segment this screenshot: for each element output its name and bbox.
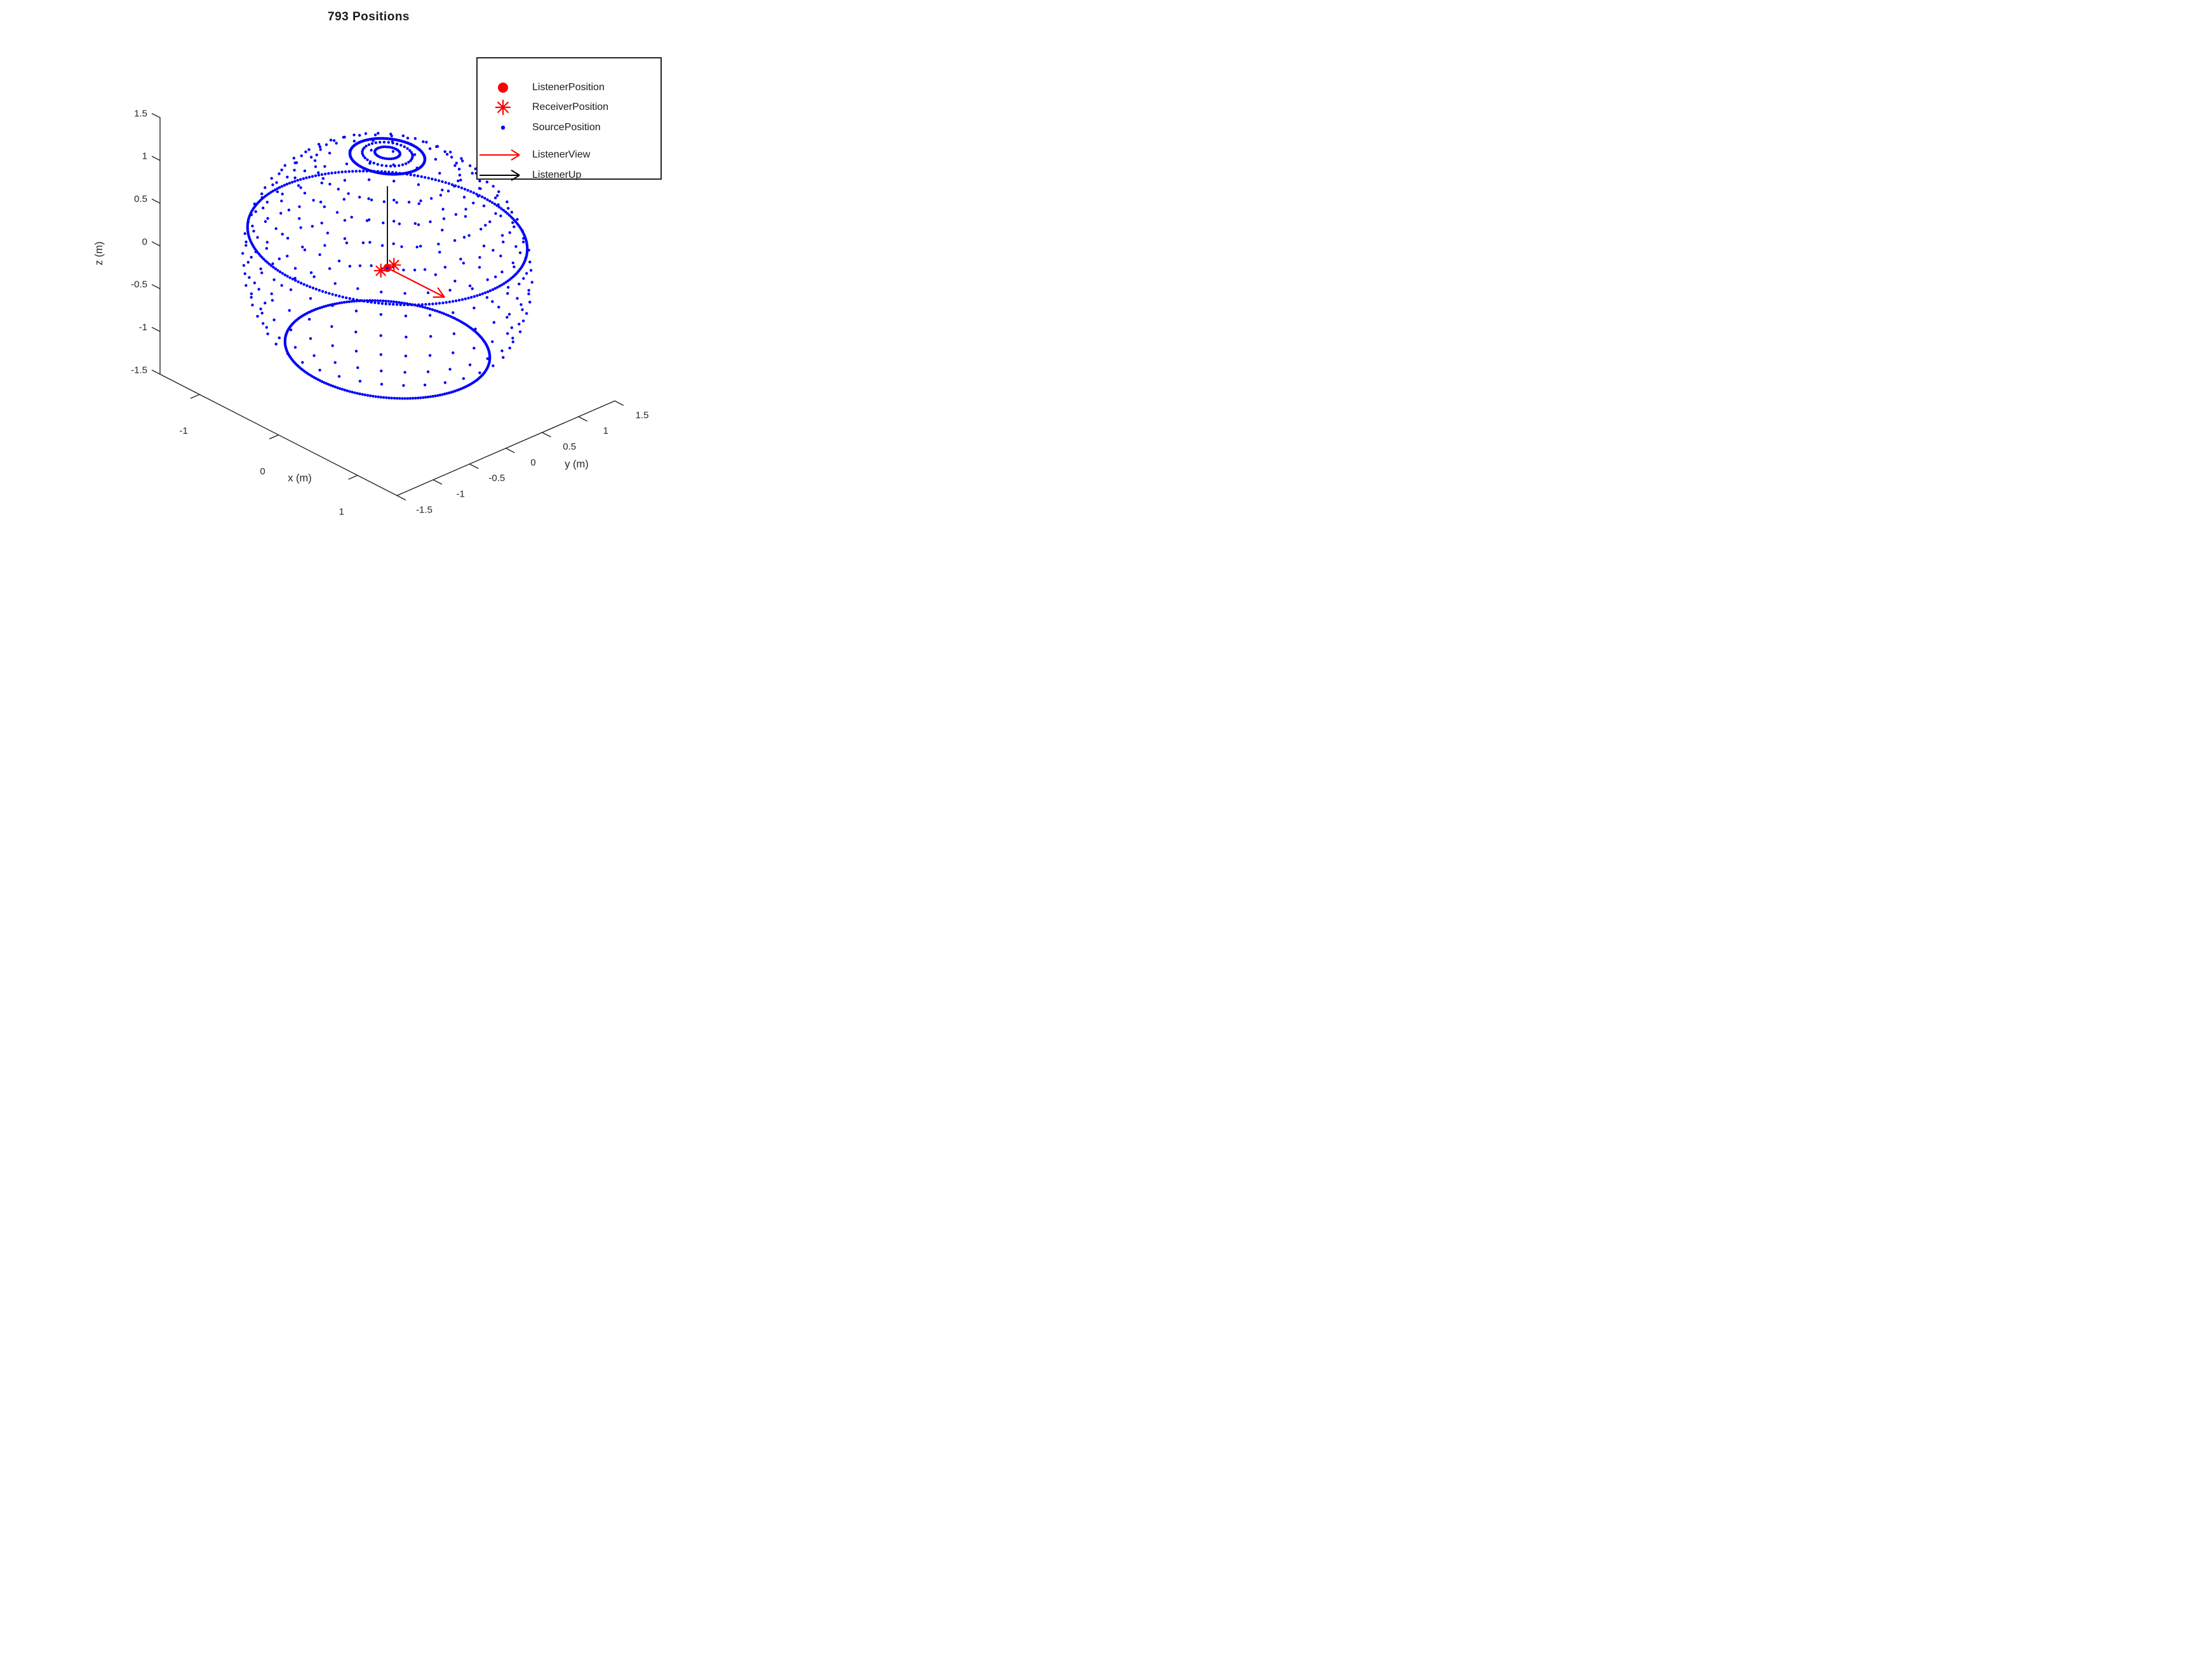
- z-tick: [151, 156, 161, 161]
- legend-item-label: SourcePosition: [532, 122, 601, 133]
- y-tick: [505, 448, 515, 453]
- z-tick-label: 1: [142, 151, 147, 162]
- chart-title: 793 Positions: [328, 10, 410, 23]
- z-tick-label: 0.5: [134, 194, 147, 204]
- x-tick: [190, 394, 200, 399]
- legend-item-label: ListenerPosition: [532, 81, 605, 93]
- y-tick: [542, 432, 551, 438]
- legend-item-listenerview: ListenerView: [478, 145, 660, 164]
- z-axis-label: z (m): [93, 241, 105, 265]
- arrow-legend-icon: [479, 149, 520, 161]
- legend-item-label: ReceiverPosition: [532, 101, 609, 112]
- y-tick-label: -1.5: [416, 504, 432, 515]
- y-tick-label: 1.5: [636, 410, 649, 420]
- listener-view-arrowhead: [437, 287, 445, 298]
- y-tick-label: 0.5: [563, 441, 576, 452]
- x-tick-label: 1: [339, 507, 344, 518]
- receiver-position-legend-icon: [495, 99, 511, 115]
- z-tick-label: 1.5: [134, 108, 147, 119]
- x-tick: [348, 474, 358, 480]
- y-tick: [432, 479, 443, 485]
- z-tick: [151, 326, 161, 332]
- y-tick-label: 0: [530, 457, 535, 468]
- legend-box: ListenerPosition ReceiverPosition SourcePo…: [476, 57, 662, 181]
- z-tick: [151, 113, 161, 119]
- y-tick: [614, 400, 624, 406]
- z-tick: [151, 198, 161, 204]
- x-tick-label: -1: [180, 426, 188, 436]
- y-tick-label: 1: [603, 426, 608, 436]
- y-axis-label: y (m): [565, 459, 589, 470]
- z-tick: [151, 284, 161, 290]
- legend-item-label: ListenerView: [532, 149, 591, 160]
- y-tick-label: -0.5: [488, 473, 505, 484]
- source-dot-at-center: [385, 266, 389, 269]
- z-tick-label: -1: [139, 322, 147, 333]
- z-tick-label: -0.5: [131, 279, 147, 290]
- x-axis-label: x (m): [288, 472, 312, 484]
- y-tick: [469, 463, 479, 469]
- source-position-legend-icon: [500, 125, 506, 130]
- legend-item-listenerup: ListenerUp: [478, 166, 660, 185]
- z-tick-label: -1.5: [131, 365, 147, 375]
- y-tick: [396, 495, 406, 500]
- listener-position-legend-icon: [498, 82, 508, 93]
- source-position-points: [241, 131, 533, 400]
- z-tick: [151, 241, 161, 246]
- y-tick-label: -1: [457, 489, 465, 500]
- matlab-figure: 1.5 1 0.5 0 -0.5 -1 -1.5 -1 0 1 -1.5 -1 -0.5 0 0.5 1 1.5…: [0, 0, 737, 554]
- legend-item-receiverposition: ReceiverPosition: [478, 98, 660, 117]
- legend-item-listenerposition: ListenerPosition: [478, 78, 660, 97]
- z-tick: [151, 370, 161, 375]
- legend-item-label: ListenerUp: [532, 170, 582, 180]
- plot-3d-canvas: 1.5 1 0.5 0 -0.5 -1 -1.5 -1 0 1 -1.5 -1 -0.5 0 0.5 1 1.5…: [93, 108, 649, 518]
- y-tick: [578, 416, 587, 422]
- arrow-legend-icon: [479, 170, 520, 181]
- legend-item-sourceposition: SourcePosition: [478, 118, 660, 137]
- z-tick-label: 0: [142, 236, 147, 247]
- listener-view-vector: [386, 267, 445, 298]
- x-tick-label: 0: [260, 466, 265, 477]
- x-tick: [269, 434, 279, 439]
